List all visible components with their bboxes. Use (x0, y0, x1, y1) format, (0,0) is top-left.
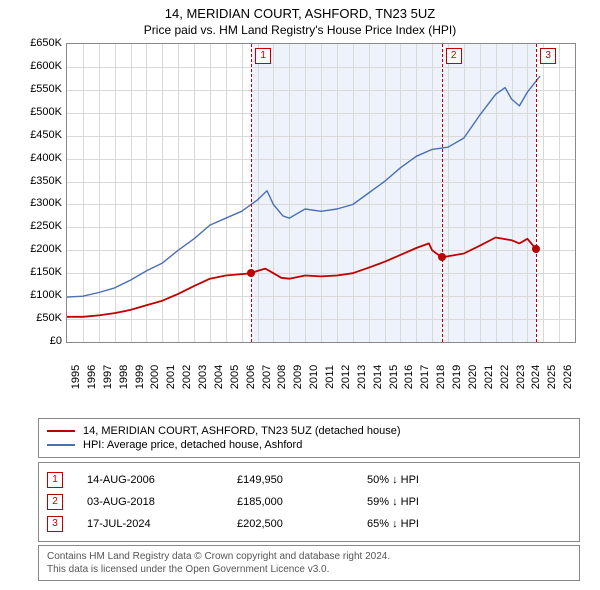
legend-label: HPI: Average price, detached house, Ashf… (83, 439, 302, 451)
sale-row-price: £149,950 (237, 474, 367, 486)
chart-subtitle: Price paid vs. HM Land Registry's House … (0, 23, 600, 37)
license-line-2: This data is licensed under the Open Gov… (47, 563, 571, 576)
sale-row: 2 03-AUG-2018£185,00059% ↓ HPI (47, 491, 571, 513)
sale-row-index: 3 (47, 516, 63, 532)
price-chart: £0 £50K £100K £150K £200K £250K £300K £350K £400… (20, 43, 580, 373)
series-hpi (67, 76, 540, 297)
sale-row-date: 14-AUG-2006 (87, 474, 237, 486)
x-axis-label: 2007 (261, 365, 273, 389)
x-axis-label: 2002 (181, 365, 193, 389)
legend: 14, MERIDIAN COURT, ASHFORD, TN23 5UZ (d… (38, 418, 580, 458)
y-axis-label: £550K (20, 83, 62, 95)
y-axis-label: £600K (20, 60, 62, 72)
x-axis-label: 2016 (403, 365, 415, 389)
chart-title: 14, MERIDIAN COURT, ASHFORD, TN23 5UZ (0, 6, 600, 21)
y-axis-label: £100K (20, 289, 62, 301)
y-axis-label: £300K (20, 197, 62, 209)
sale-row-ratio: 65% ↓ HPI (367, 518, 571, 530)
y-axis-label: £0 (20, 335, 62, 347)
y-axis-label: £250K (20, 220, 62, 232)
x-axis-label: 2000 (149, 365, 161, 389)
sale-row-date: 03-AUG-2018 (87, 496, 237, 508)
x-axis-label: 2014 (372, 365, 384, 389)
y-axis-label: £500K (20, 106, 62, 118)
sale-row-date: 17-JUL-2024 (87, 518, 237, 530)
sale-marker-line (442, 44, 443, 342)
x-axis-label: 2020 (467, 365, 479, 389)
legend-swatch (47, 444, 75, 446)
y-axis-label: £450K (20, 129, 62, 141)
x-axis-label: 1995 (70, 365, 82, 389)
x-axis-label: 2013 (356, 365, 368, 389)
x-axis-label: 2005 (229, 365, 241, 389)
sale-row-ratio: 59% ↓ HPI (367, 496, 571, 508)
x-axis-label: 2018 (435, 365, 447, 389)
x-axis-label: 2011 (324, 365, 336, 389)
sale-marker-box: 1 (255, 48, 271, 64)
x-axis-label: 2006 (245, 365, 257, 389)
license-line-1: Contains HM Land Registry data © Crown c… (47, 550, 571, 563)
series-property (67, 238, 536, 317)
x-axis-label: 2010 (308, 365, 320, 389)
x-axis-label: 2017 (419, 365, 431, 389)
legend-item: 14, MERIDIAN COURT, ASHFORD, TN23 5UZ (d… (47, 424, 571, 438)
sale-row-price: £185,000 (237, 496, 367, 508)
sale-marker-line (536, 44, 537, 342)
y-axis-label: £350K (20, 175, 62, 187)
sale-row-price: £202,500 (237, 518, 367, 530)
x-axis-label: 2021 (483, 365, 495, 389)
x-axis-label: 2026 (562, 365, 574, 389)
y-axis-label: £200K (20, 243, 62, 255)
sale-row: 3 17-JUL-2024£202,50065% ↓ HPI (47, 513, 571, 535)
x-axis-label: 2012 (340, 365, 352, 389)
x-axis-label: 2008 (276, 365, 288, 389)
x-axis-label: 2015 (388, 365, 400, 389)
legend-label: 14, MERIDIAN COURT, ASHFORD, TN23 5UZ (d… (83, 425, 400, 437)
x-axis-label: 2003 (197, 365, 209, 389)
legend-swatch (47, 430, 75, 432)
legend-item: HPI: Average price, detached house, Ashf… (47, 438, 571, 452)
x-axis-label: 2024 (530, 365, 542, 389)
x-axis-label: 1996 (86, 365, 98, 389)
x-axis-label: 1997 (102, 365, 114, 389)
sale-marker-dot (532, 245, 540, 253)
y-axis-label: £150K (20, 266, 62, 278)
x-axis-label: 2022 (499, 365, 511, 389)
x-axis-label: 2001 (165, 365, 177, 389)
y-axis-label: £50K (20, 312, 62, 324)
sale-row: 1 14-AUG-2006£149,95050% ↓ HPI (47, 469, 571, 491)
license-note: Contains HM Land Registry data © Crown c… (38, 545, 580, 581)
x-axis-label: 2025 (546, 365, 558, 389)
sales-table: 1 14-AUG-2006£149,95050% ↓ HPI 2 03-AUG-201… (38, 462, 580, 542)
sale-marker-dot (247, 269, 255, 277)
x-axis-label: 2009 (292, 365, 304, 389)
plot-area: 1 2 3 (66, 43, 576, 343)
sale-row-index: 1 (47, 472, 63, 488)
x-axis-label: 2004 (213, 365, 225, 389)
y-axis-label: £650K (20, 37, 62, 49)
sale-row-index: 2 (47, 494, 63, 510)
x-axis-label: 2023 (515, 365, 527, 389)
sale-marker-dot (438, 253, 446, 261)
x-axis-label: 1999 (134, 365, 146, 389)
chart-svg (67, 44, 575, 342)
sale-marker-line (251, 44, 252, 342)
sale-marker-box: 2 (446, 48, 462, 64)
sale-row-ratio: 50% ↓ HPI (367, 474, 571, 486)
x-axis-label: 2019 (451, 365, 463, 389)
sale-marker-box: 3 (540, 48, 556, 64)
y-axis-label: £400K (20, 152, 62, 164)
x-axis-label: 1998 (118, 365, 130, 389)
